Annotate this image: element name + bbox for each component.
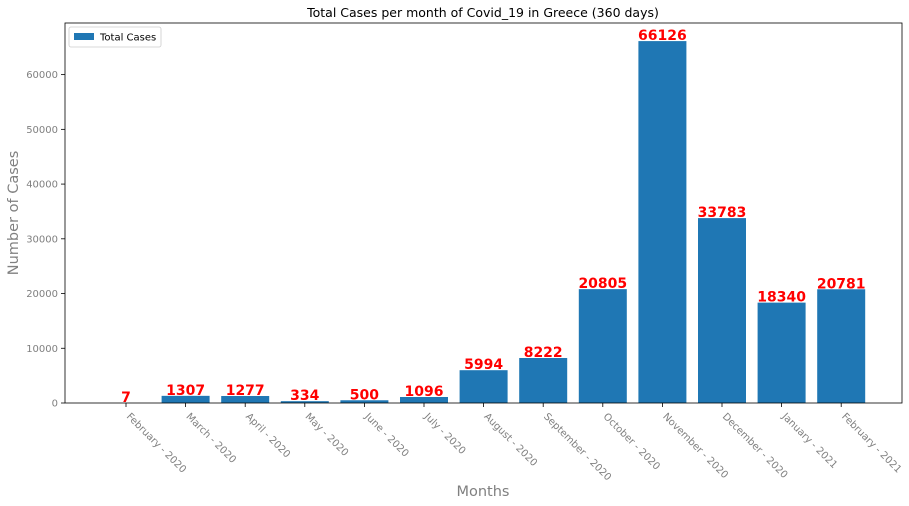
x-tick-label: April - 2020 <box>243 411 292 460</box>
legend-box <box>68 26 162 48</box>
bar <box>519 358 568 403</box>
bar <box>340 400 389 403</box>
x-tick-label: November - 2020 <box>660 411 730 481</box>
x-tick-label: January - 2021 <box>779 411 839 471</box>
x-tick-label: February - 2020 <box>124 411 188 475</box>
y-tick-label: 50000 <box>26 125 58 136</box>
x-tick-label: February - 2021 <box>839 411 903 475</box>
bar-value-label: 1096 <box>405 384 444 400</box>
y-tick-label: 60000 <box>26 70 58 81</box>
bar <box>698 218 746 403</box>
y-tick-label: 10000 <box>26 344 58 355</box>
chart-title: Total Cases per month of Covid_19 in Gre… <box>306 5 659 20</box>
plot-area-frame <box>64 22 903 404</box>
x-tick-label: May - 2020 <box>303 411 350 458</box>
x-axis-label: Months <box>456 484 509 500</box>
y-axis-label: Number of Cases <box>6 151 22 275</box>
bar-value-label: 1307 <box>166 383 205 399</box>
bar-value-label: 66126 <box>638 28 687 44</box>
bar-value-label: 18340 <box>757 290 806 306</box>
bar-value-label: 5994 <box>464 357 503 373</box>
y-tick-label: 30000 <box>26 234 58 245</box>
bar <box>280 401 329 403</box>
bar-value-label: 500 <box>350 387 379 403</box>
legend-swatch <box>74 33 94 40</box>
y-tick-label: 40000 <box>26 180 58 191</box>
bar <box>638 41 687 403</box>
bar <box>459 370 508 403</box>
x-tick-label: June - 2020 <box>362 411 411 460</box>
bar <box>817 289 866 403</box>
bar-value-label: 8222 <box>524 345 563 361</box>
x-tick-label: March - 2020 <box>183 411 237 465</box>
legend-label: Total Cases <box>99 33 156 44</box>
bar <box>400 397 448 403</box>
bar <box>578 289 627 403</box>
x-tick-label: September - 2020 <box>541 411 613 483</box>
x-tick-label: December - 2020 <box>720 411 789 480</box>
x-tick-label: October - 2020 <box>601 411 662 472</box>
bar-value-label: 7 <box>121 390 131 406</box>
x-tick-label: July - 2020 <box>421 411 467 457</box>
y-axis-ticks: 0 10000 20000 30000 40000 50000 60000 <box>26 70 65 410</box>
bar-value-label: 33783 <box>698 205 747 221</box>
y-tick-label: 0 <box>52 399 58 410</box>
bar <box>161 395 210 403</box>
bar-value-label: 20781 <box>817 276 866 292</box>
bar <box>221 396 270 403</box>
bar <box>757 302 806 403</box>
legend: Total Cases <box>68 26 162 48</box>
data-labels-group: 7 1307 1277 334 500 1096 5994 8222 20805 66126 337… <box>121 28 865 406</box>
bars-group <box>102 41 866 403</box>
bar-value-label: 334 <box>290 388 319 404</box>
bar-value-label: 20805 <box>578 276 627 292</box>
bar-value-label: 1277 <box>226 383 265 399</box>
x-tick-label: August - 2020 <box>481 411 539 469</box>
y-tick-label: 20000 <box>26 289 58 300</box>
